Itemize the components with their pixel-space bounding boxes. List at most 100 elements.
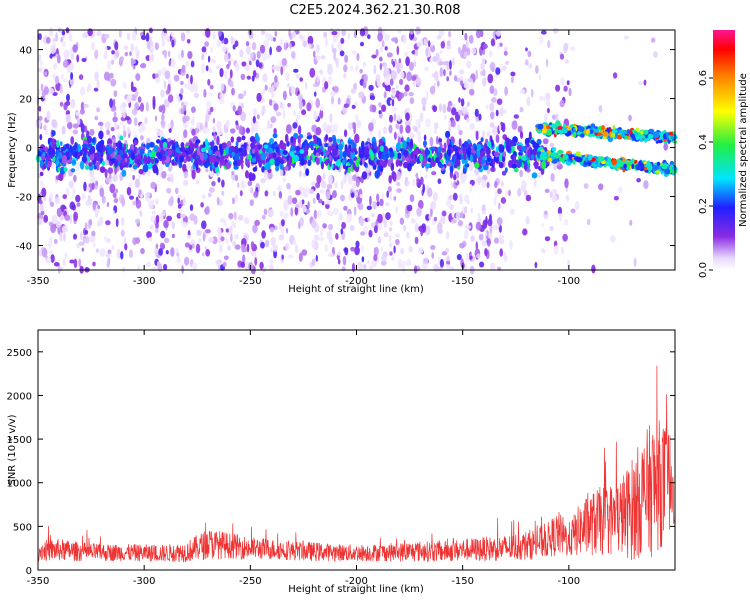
heatmap-cell	[352, 182, 356, 191]
heatmap-cell	[637, 80, 644, 86]
heatmap-cell	[422, 257, 429, 265]
heatmap-cell	[255, 154, 260, 162]
heatmap-cell	[301, 199, 305, 205]
heatmap-cell	[320, 55, 326, 60]
heatmap-cell	[165, 250, 169, 255]
heatmap-cell	[384, 76, 390, 86]
heatmap-cell	[133, 140, 138, 146]
heatmap-cell	[279, 169, 284, 177]
heatmap-cell	[332, 136, 337, 146]
heatmap-cell	[422, 105, 426, 112]
heatmap-cell	[93, 164, 97, 170]
heatmap-cell	[544, 188, 550, 193]
heatmap-cell	[105, 177, 111, 183]
heatmap-cell	[42, 164, 47, 170]
heatmap-cell	[344, 247, 349, 256]
heatmap-cell	[575, 151, 581, 157]
heatmap-cell	[137, 96, 142, 103]
heatmap-cell	[210, 145, 214, 151]
heatmap-cell	[344, 54, 348, 63]
heatmap-cell	[212, 125, 216, 134]
heatmap-cell	[543, 96, 546, 102]
heatmap-cell	[525, 216, 530, 225]
heatmap-cell	[307, 35, 314, 46]
heatmap-cell	[427, 187, 433, 198]
heatmap-cell	[225, 228, 229, 233]
heatmap-cell	[150, 181, 156, 189]
heatmap-cell	[192, 152, 197, 160]
heatmap-cell	[633, 257, 637, 267]
heatmap-cell	[219, 148, 224, 156]
heatmap-cell	[445, 264, 450, 270]
heatmap-cell	[237, 105, 242, 116]
heatmap-cell	[70, 168, 76, 173]
heatmap-cell	[574, 201, 580, 211]
heatmap-cell	[84, 236, 90, 244]
heatmap-cell	[234, 153, 240, 161]
heatmap-cell	[294, 244, 299, 254]
heatmap-cell	[132, 174, 135, 181]
heatmap-cell	[225, 162, 232, 170]
heatmap-cell	[632, 134, 636, 141]
heatmap-cell	[433, 216, 438, 222]
heatmap-cell	[43, 197, 47, 202]
heatmap-cell	[254, 132, 259, 141]
heatmap-cell	[119, 149, 123, 157]
heatmap-cell	[530, 154, 535, 160]
heatmap-cell	[307, 201, 310, 209]
heatmap-cell	[433, 122, 439, 130]
heatmap-cell	[151, 199, 154, 206]
heatmap-cell	[269, 226, 275, 233]
heatmap-cell	[231, 87, 235, 96]
heatmap-cell	[104, 168, 108, 179]
heatmap-cell	[356, 53, 360, 61]
y-tick-label: 500	[13, 522, 32, 533]
heatmap-cell	[396, 45, 400, 56]
heatmap-cell	[464, 263, 468, 272]
heatmap-cell	[68, 34, 73, 42]
heatmap-cell	[205, 205, 210, 215]
heatmap-cell	[461, 106, 467, 114]
heatmap-cell	[342, 150, 347, 159]
heatmap-cell	[366, 205, 372, 211]
heatmap-cell	[76, 54, 80, 63]
heatmap-cell	[441, 210, 447, 217]
colorbar-ticks: 0.00.20.40.6	[698, 70, 713, 278]
heatmap-cell	[365, 153, 370, 160]
heatmap-cell	[45, 36, 51, 44]
heatmap-cell	[389, 78, 394, 86]
heatmap-cell	[219, 244, 223, 253]
heatmap-cell	[474, 162, 480, 169]
heatmap-cell	[541, 160, 547, 170]
heatmap-cell	[567, 259, 571, 268]
heatmap-cell	[88, 143, 92, 148]
heatmap-cell	[236, 182, 240, 189]
heatmap-cell	[84, 229, 89, 235]
heatmap-cell	[230, 136, 235, 143]
heatmap-cell	[616, 160, 620, 167]
heatmap-cell	[489, 224, 493, 234]
heatmap-cell	[613, 195, 619, 201]
heatmap-cell	[167, 94, 174, 103]
heatmap-cell	[99, 166, 106, 174]
heatmap-cell	[65, 151, 70, 156]
heatmap-cell	[536, 172, 543, 179]
heatmap-cell	[448, 194, 454, 200]
heatmap-cell	[140, 135, 144, 141]
heatmap-cell	[38, 53, 42, 62]
heatmap-cell	[340, 180, 344, 190]
heatmap-cell	[386, 52, 393, 58]
heatmap-cell	[160, 89, 165, 98]
heatmap-cell	[288, 156, 293, 165]
heatmap-cell	[309, 67, 316, 78]
heatmap-cell	[56, 140, 60, 148]
heatmap-cell	[320, 227, 323, 237]
heatmap-cell	[504, 60, 510, 65]
heatmap-cell	[355, 177, 360, 188]
heatmap-cell	[475, 130, 479, 141]
heatmap-cell	[328, 146, 332, 152]
heatmap-cell	[487, 73, 494, 84]
heatmap-cell	[293, 137, 297, 143]
heatmap-cell	[264, 84, 268, 91]
x-tick-label: -350	[27, 276, 50, 287]
